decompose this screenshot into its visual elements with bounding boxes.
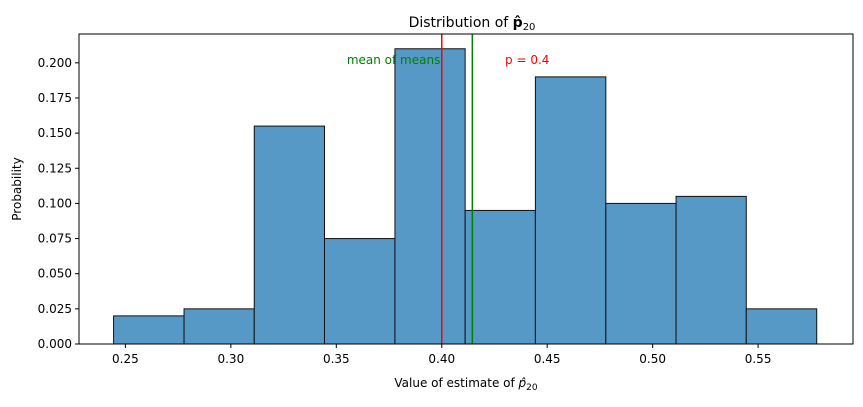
y-tick-label: 0.050: [38, 267, 72, 281]
y-tick-label: 0.000: [38, 337, 72, 351]
y-tick-label: 0.125: [38, 161, 72, 175]
x-axis-label-text: Value of estimate of: [394, 376, 518, 390]
y-tick-label: 0.150: [38, 126, 72, 140]
y-axis-ticks: 0.000 0.025 0.050 0.075 0.100 0.125 0.150 0.175…: [38, 56, 79, 351]
plot-frame: [78, 33, 854, 345]
histogram-bar-6: [464, 209, 536, 345]
histogram-bar-7: [534, 76, 607, 345]
reference-lines-layer: [440, 34, 474, 344]
histogram-bar-5: [394, 48, 466, 345]
histogram-bar-2: [183, 308, 255, 345]
x-tick-label: 0.30: [217, 352, 244, 366]
x-axis-label-subscript: 20: [526, 383, 538, 393]
y-tick-label: 0.075: [38, 232, 72, 246]
x-tick-label: 0.40: [428, 352, 455, 366]
bars-layer: [113, 48, 818, 345]
histogram-bar-8: [605, 202, 677, 345]
y-tick-label: 0.025: [38, 302, 72, 316]
x-tick-label: 0.50: [639, 352, 666, 366]
y-tick-label: 0.175: [38, 91, 72, 105]
histogram-bar-3: [253, 125, 325, 345]
histogram-bar-9: [675, 195, 747, 345]
x-axis-ticks: 0.25 0.30 0.35 0.40 0.45 0.50 0.55: [112, 344, 771, 366]
annotation-2: p = 0.4: [505, 53, 549, 67]
histogram-bar-1: [113, 315, 185, 345]
chart-title-text: Distribution of: [409, 15, 513, 31]
x-tick-label: 0.35: [323, 352, 350, 366]
x-tick-label: 0.25: [112, 352, 139, 366]
x-tick-label: 0.45: [534, 352, 561, 366]
y-tick-label: 0.100: [38, 196, 72, 210]
histogram-bar-10: [745, 308, 818, 345]
annotations-layer: mean of means p = 0.4: [347, 53, 550, 67]
histogram-bar-4: [323, 238, 396, 345]
x-tick-label: 0.55: [745, 352, 772, 366]
y-tick-label: 0.200: [38, 56, 72, 70]
chart-title-symbol: p̂: [513, 15, 523, 31]
chart-title: Distribution of p̂20: [409, 15, 536, 33]
x-axis-label: Value of estimate of p̂20: [394, 376, 538, 393]
x-axis-label-symbol: p̂: [518, 376, 527, 390]
chart-title-subscript: 20: [523, 22, 536, 33]
y-axis-label: Probability: [10, 157, 24, 220]
annotation-1: mean of means: [347, 53, 441, 67]
